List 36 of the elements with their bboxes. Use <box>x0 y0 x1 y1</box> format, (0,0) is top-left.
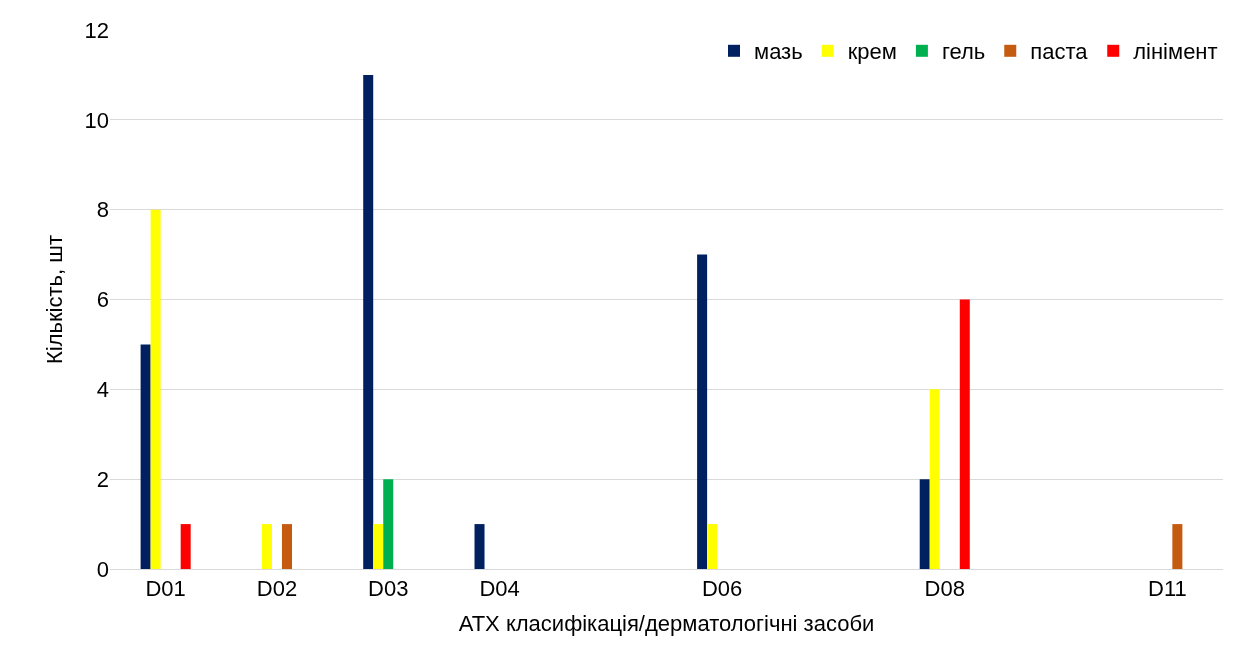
y-axis-title: Кількість, шт <box>42 234 68 365</box>
y-tick-label: 12 <box>84 17 109 43</box>
bar <box>707 524 718 569</box>
y-tick-label: 10 <box>84 107 109 133</box>
bar <box>261 524 272 569</box>
x-tick-label: D03 <box>368 576 409 602</box>
x-tick-label: D08 <box>924 576 965 602</box>
legend-label: гель <box>941 39 986 65</box>
y-tick-label: 0 <box>96 556 109 582</box>
bar <box>697 254 708 569</box>
y-tick-label: 8 <box>96 197 109 223</box>
legend-label: лінімент <box>1133 39 1218 65</box>
bar <box>150 209 161 569</box>
bar <box>373 524 384 569</box>
bar <box>363 74 374 569</box>
x-tick-label: D11 <box>1147 576 1187 602</box>
bar <box>1172 524 1183 569</box>
bar <box>180 524 191 569</box>
x-tick-label: D02 <box>256 576 298 602</box>
bar <box>383 479 394 569</box>
bar <box>281 524 292 569</box>
bar <box>959 299 970 569</box>
bar <box>140 344 151 569</box>
bar <box>929 389 940 569</box>
x-tick-label: D04 <box>479 576 520 602</box>
y-tick-label: 6 <box>96 287 109 313</box>
x-tick-label: D06 <box>701 576 743 602</box>
legend-label: мазь <box>754 39 803 65</box>
y-tick-label: 4 <box>96 377 109 403</box>
x-axis-title: АТХ класифікація/дерматологічні засоби <box>458 611 875 637</box>
legend-label: крем <box>847 39 897 65</box>
bar <box>919 479 930 569</box>
legend-label: паста <box>1030 39 1089 65</box>
x-tick-label: D01 <box>145 576 186 602</box>
y-tick-label: 2 <box>96 466 109 492</box>
bar <box>474 524 485 569</box>
